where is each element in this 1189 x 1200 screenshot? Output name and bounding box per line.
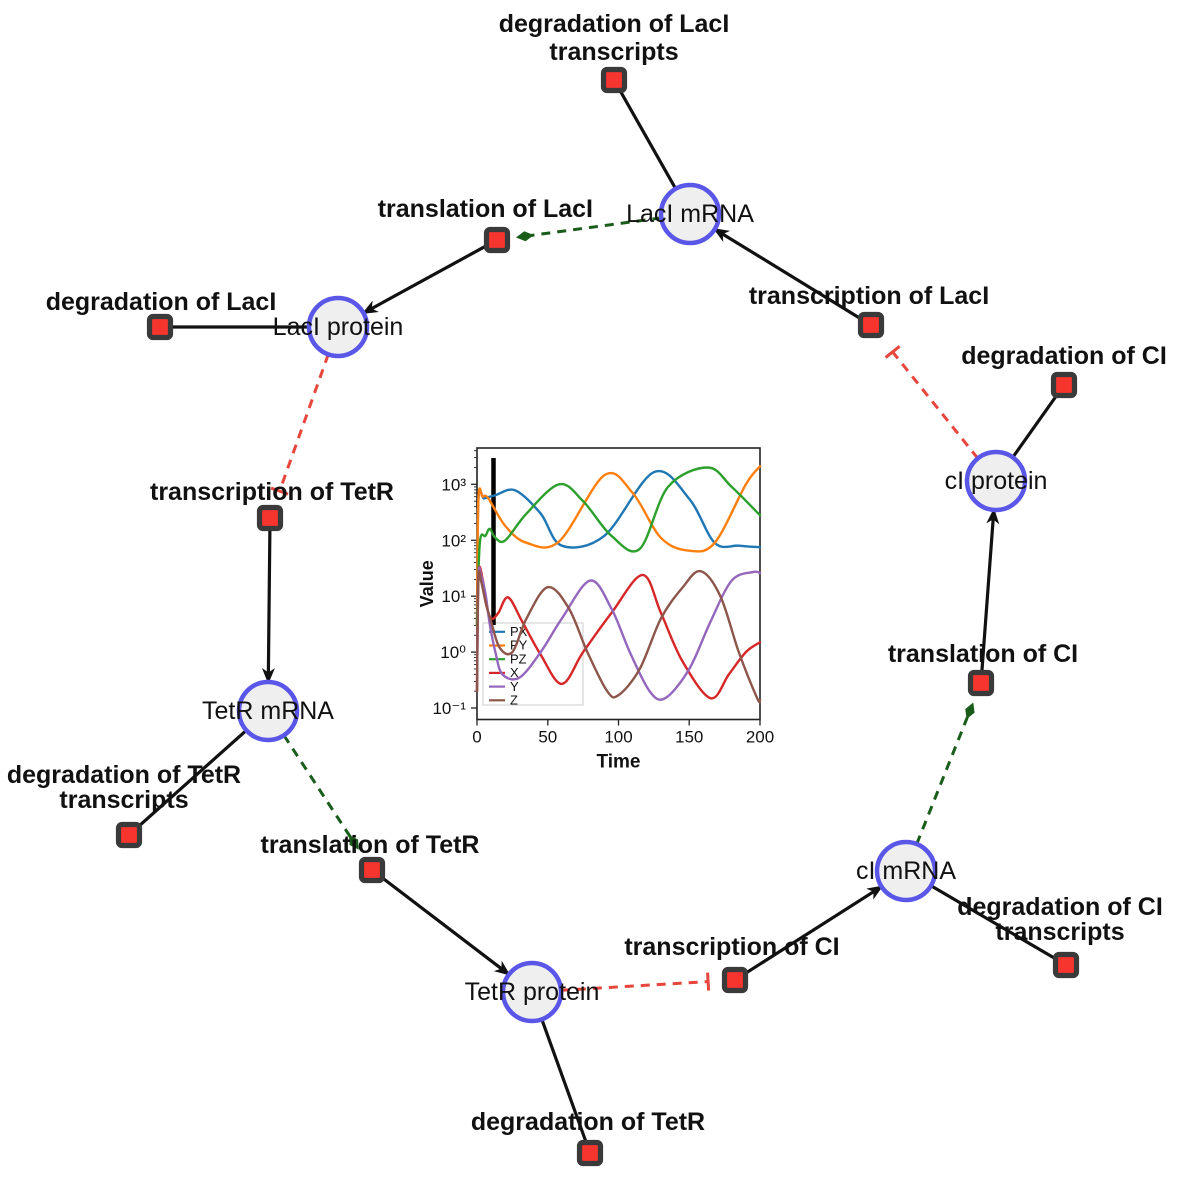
svg-text:200: 200: [746, 728, 774, 747]
svg-text:Time: Time: [596, 752, 640, 773]
svg-text:10¹: 10¹: [441, 587, 466, 606]
svg-text:150: 150: [675, 728, 703, 747]
svg-text:10³: 10³: [441, 475, 466, 494]
svg-text:0: 0: [472, 728, 481, 747]
svg-text:10²: 10²: [441, 531, 466, 550]
svg-text:10⁻¹: 10⁻¹: [432, 699, 466, 718]
svg-text:50: 50: [538, 728, 557, 747]
svg-text:Z: Z: [510, 693, 518, 708]
svg-text:10⁰: 10⁰: [440, 643, 466, 662]
svg-text:100: 100: [604, 728, 632, 747]
svg-text:Value: Value: [417, 560, 437, 607]
